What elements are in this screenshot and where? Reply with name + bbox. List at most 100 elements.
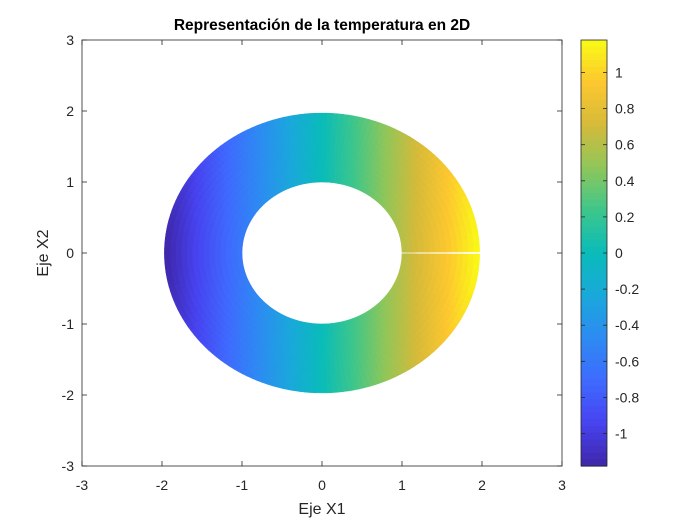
surface-cell (309, 347, 315, 354)
colorbar: 1 0.8 0.6 0.4 0.2 0 -0.2 -0.4 -0.6 -0.8 -1 (580, 39, 639, 467)
colorbar-band (581, 412, 607, 421)
surface-cell (310, 117, 317, 124)
surface-cell (310, 377, 317, 384)
colorbar-band (581, 193, 607, 201)
surface-cell (321, 387, 328, 394)
surface-cell (423, 248, 431, 253)
colorbar-band (581, 73, 607, 81)
colorbar-band (581, 259, 607, 267)
surface-cell (236, 250, 243, 254)
surface-cell (314, 328, 319, 335)
surface-cell (313, 348, 319, 354)
surface-cell (311, 127, 318, 134)
surface-cell (197, 245, 204, 250)
surface-cell (312, 352, 318, 359)
surface-cell (305, 381, 312, 388)
surface-cell (300, 376, 308, 383)
surface-cell (418, 256, 425, 261)
surface-cell (450, 261, 458, 267)
surface-cell (186, 248, 193, 254)
colorbar-band (581, 113, 607, 121)
colorbar-tick-label: 0.8 (615, 101, 635, 117)
colorbar-band (581, 319, 607, 327)
surface-cell (316, 372, 322, 379)
surface-cell (325, 377, 332, 384)
surface-cell (219, 246, 226, 251)
colorbar-band (581, 233, 607, 241)
surface-cell (191, 248, 199, 254)
colorbar-band (581, 166, 607, 174)
surface-cell (439, 260, 447, 266)
surface-cell (467, 242, 475, 248)
surface-cell (336, 118, 343, 125)
colorbar-band (581, 299, 607, 307)
colorbar-band (581, 339, 607, 347)
surface-cell (440, 257, 447, 262)
y-tick-label: -1 (62, 316, 75, 332)
surface-cell (230, 249, 237, 254)
surface-cell (440, 247, 447, 253)
colorbar-band (581, 266, 607, 274)
colorbar-tick-label: 0 (615, 245, 623, 261)
surface-cell (467, 258, 475, 264)
surface-cell (317, 338, 322, 344)
surface-cell (325, 142, 331, 149)
surface-cell (456, 257, 464, 264)
surface-cell (213, 249, 221, 254)
colorbar-tick-label: -0.2 (615, 281, 639, 297)
surface-cell (305, 122, 312, 129)
surface-cell (321, 117, 327, 124)
surface-cell (317, 333, 322, 340)
surface-cell (321, 353, 326, 359)
surface-cell (310, 382, 317, 389)
surface-cell (473, 258, 480, 265)
x-tick-label: -1 (236, 477, 249, 493)
surface-cell (197, 241, 205, 246)
surface-cell (208, 249, 215, 254)
surface-cell (429, 256, 436, 262)
colorbar-band (581, 292, 607, 301)
surface-cell (331, 386, 339, 393)
x-axis-label: Eje X1 (298, 501, 345, 518)
surface-cell (329, 147, 335, 154)
surface-cell (170, 233, 178, 240)
surface-cell (434, 257, 442, 262)
surface-cell (180, 243, 188, 250)
surface-cell (324, 348, 330, 354)
surface-cell (321, 323, 325, 330)
colorbar-band (581, 306, 607, 314)
colorbar-band (581, 79, 607, 88)
surface-cell (316, 367, 322, 374)
surface-cell (418, 253, 425, 258)
colorbar-band (581, 206, 607, 214)
colorbar-band (581, 159, 607, 168)
surface-cell (321, 122, 327, 129)
surface-cell (225, 252, 232, 257)
surface-cell (181, 239, 188, 245)
colorbar-band (581, 419, 607, 427)
surface-cell (202, 249, 210, 254)
surface-cell (316, 137, 322, 144)
surface-cell (186, 240, 194, 246)
surface-cell (305, 118, 312, 125)
colorbar-band (581, 86, 607, 94)
surface-cell (331, 118, 338, 124)
surface-cell (326, 112, 333, 119)
surface-cell (324, 157, 330, 163)
surface-cell (456, 262, 463, 268)
surface-cell (456, 247, 464, 253)
surface-cell (334, 133, 341, 140)
surface-cell (317, 152, 322, 158)
surface-cell (192, 240, 199, 246)
colorbar-band (581, 286, 607, 294)
surface-cell (321, 132, 327, 139)
surface-cell (317, 157, 322, 163)
colorbar-band (581, 366, 607, 374)
surface-cell (321, 137, 327, 144)
surface-cell (325, 127, 332, 134)
colorbar-band (581, 93, 607, 101)
surface-cell (335, 123, 343, 130)
surface-cell (445, 261, 452, 267)
surface-cell (324, 162, 329, 168)
